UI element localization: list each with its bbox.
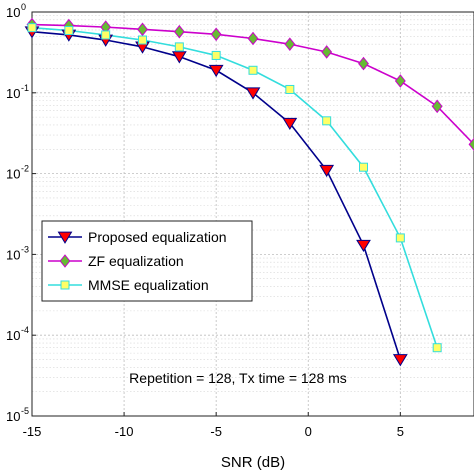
y-tick-exponent: -4	[21, 325, 29, 335]
y-tick-exponent: 0	[21, 2, 26, 12]
proposed-equalization-marker	[282, 117, 298, 131]
zf-equalization-marker	[394, 74, 406, 88]
zf-equalization-marker	[321, 45, 333, 59]
legend-marker-zf-equalization	[59, 254, 71, 268]
zf-equalization-marker	[431, 99, 443, 114]
zf-equalization-marker	[284, 37, 296, 51]
x-axis-title: SNR (dB)	[221, 454, 285, 471]
y-tick-exponent: -3	[21, 244, 29, 254]
x-tick-label: -10	[115, 424, 134, 439]
mmse-equalization-line	[31, 26, 438, 348]
mmse-equalization-marker	[359, 162, 368, 172]
zf-equalization-marker	[468, 137, 474, 152]
mmse-equalization-marker	[27, 23, 37, 33]
proposed-equalization-marker	[356, 239, 371, 253]
mmse-equalization-marker	[432, 343, 442, 353]
proposed-equalization-marker	[171, 51, 187, 64]
mmse-equalization-marker	[322, 116, 332, 126]
mmse-equalization-marker	[101, 30, 111, 40]
y-tick-exponent: -5	[21, 406, 29, 416]
zf-equalization-marker	[137, 22, 148, 37]
legend-label-zf-equalization: ZF equalization	[88, 253, 184, 269]
proposed-equalization-marker	[319, 164, 335, 178]
zf-equalization-marker	[210, 27, 222, 42]
mmse-equalization-marker	[64, 26, 74, 36]
legend: Proposed equalization ZF equalization MMSE…	[41, 220, 253, 302]
y-tick-exponent: -1	[21, 83, 29, 93]
y-tick-label: 10	[6, 167, 20, 182]
y-tick-label: 10	[6, 328, 20, 343]
x-axis: -15 -10 -5 0 5	[23, 412, 404, 439]
proposed-equalization-marker	[245, 87, 261, 100]
y-tick-label: 10	[6, 409, 20, 424]
x-tick-label: -5	[210, 424, 222, 439]
legend-label-proposed-equalization: Proposed equalization	[88, 229, 227, 245]
x-tick-label: 0	[305, 424, 312, 439]
legend-marker-proposed-equalization	[57, 231, 73, 244]
plot-frame	[31, 11, 474, 417]
chart-annotation: Repetition = 128, Tx time = 128 ms	[129, 370, 347, 386]
y-tick-exponent: -2	[21, 164, 29, 174]
zf-equalization-marker	[247, 31, 259, 46]
zf-equalization-marker	[173, 24, 185, 39]
y-tick-label: 10	[6, 86, 20, 101]
mmse-equalization-marker	[395, 233, 405, 243]
y-tick-label: 10	[6, 247, 20, 262]
proposed-equalization-marker	[208, 64, 224, 78]
series-markers	[24, 17, 474, 367]
mmse-equalization-marker	[248, 65, 258, 75]
mmse-equalization-marker	[174, 42, 184, 52]
y-tick-label: 10	[6, 5, 20, 20]
legend-marker-mmse-equalization	[60, 280, 70, 290]
legend-label-mmse-equalization: MMSE equalization	[88, 277, 209, 293]
zf-equalization-marker	[358, 56, 369, 71]
mmse-equalization-marker	[211, 50, 221, 60]
mmse-equalization-marker	[285, 84, 295, 94]
mmse-equalization-marker	[138, 35, 147, 45]
x-tick-label: -15	[23, 424, 42, 439]
x-tick-label: 5	[397, 424, 404, 439]
proposed-equalization-marker	[392, 354, 408, 367]
